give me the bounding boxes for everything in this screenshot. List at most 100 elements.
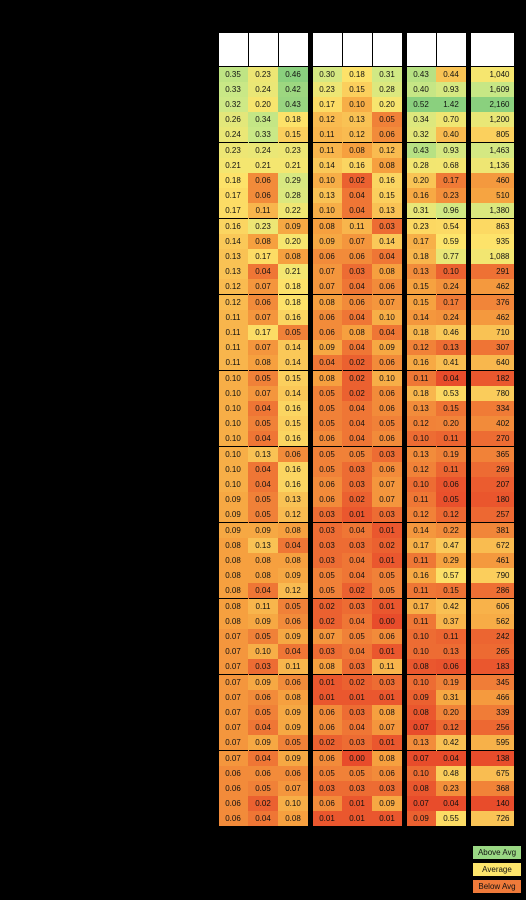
heatmap-row: 0.130.170.080.060.060.040.180.771,088 <box>0 249 514 264</box>
heatmap-cell: 0.03 <box>248 659 278 675</box>
row-label <box>0 158 218 173</box>
heatmap-cell: 0.17 <box>218 203 248 219</box>
heatmap-cell: 0.08 <box>406 781 436 796</box>
heatmap-cell: 0.35 <box>218 67 248 83</box>
heatmap-cell: 0.07 <box>372 492 402 507</box>
row-label <box>0 143 218 159</box>
heatmap-cell: 0.03 <box>342 705 372 720</box>
heatmap-cell: 0.05 <box>278 599 308 615</box>
heatmap-cell: 0.06 <box>312 310 342 325</box>
heatmap-cell: 0.07 <box>312 279 342 295</box>
row-label <box>0 720 218 735</box>
heatmap-cell: 0.05 <box>248 416 278 431</box>
heatmap-cell: 0.04 <box>342 188 372 203</box>
heatmap-cell: 0.11 <box>436 431 466 447</box>
heatmap-row: 0.070.040.090.060.040.070.070.12256 <box>0 720 514 735</box>
heatmap-cell: 0.01 <box>342 796 372 811</box>
heatmap-cell: 0.01 <box>342 507 372 523</box>
heatmap-cell: 0.42 <box>278 82 308 97</box>
heatmap-cell: 0.04 <box>342 568 372 583</box>
count-cell: 182 <box>470 371 514 387</box>
heatmap-cell: 0.18 <box>342 67 372 83</box>
heatmap-cell: 0.08 <box>278 523 308 539</box>
heatmap-cell: 0.33 <box>248 127 278 143</box>
heatmap-cell: 0.15 <box>372 188 402 203</box>
count-cell: 726 <box>470 811 514 827</box>
heatmap-cell: 0.10 <box>218 477 248 492</box>
heatmap-cell: 0.02 <box>248 796 278 811</box>
heatmap-cell: 0.07 <box>312 629 342 644</box>
heatmap-row: 0.110.070.140.090.040.090.120.13307 <box>0 340 514 355</box>
heatmap-cell: 0.08 <box>218 538 248 553</box>
heatmap-cell: 0.06 <box>312 431 342 447</box>
row-label <box>0 67 218 83</box>
heatmap-row: 0.090.050.130.060.020.070.110.05180 <box>0 492 514 507</box>
column-header <box>0 33 218 67</box>
heatmap-cell: 0.06 <box>218 781 248 796</box>
heatmap-cell: 0.03 <box>342 659 372 675</box>
row-label <box>0 127 218 143</box>
heatmap-cell: 0.09 <box>312 234 342 249</box>
heatmap-cell: 0.20 <box>406 173 436 188</box>
row-label <box>0 644 218 659</box>
heatmap-cell: 0.44 <box>436 67 466 83</box>
heatmap-cell: 0.23 <box>406 219 436 235</box>
heatmap-cell: 0.03 <box>312 553 342 568</box>
heatmap-cell: 0.10 <box>278 796 308 811</box>
heatmap-cell: 0.08 <box>342 143 372 159</box>
count-cell: 460 <box>470 173 514 188</box>
heatmap-cell: 0.08 <box>218 568 248 583</box>
heatmap-cell: 0.54 <box>436 219 466 235</box>
heatmap-cell: 0.06 <box>278 675 308 691</box>
heatmap-cell: 0.06 <box>248 766 278 781</box>
heatmap-cell: 0.11 <box>436 462 466 477</box>
heatmap-cell: 0.19 <box>436 675 466 691</box>
heatmap-row: 0.090.050.120.030.010.030.120.12257 <box>0 507 514 523</box>
heatmap-cell: 0.47 <box>436 538 466 553</box>
heatmap-cell: 0.08 <box>278 553 308 568</box>
count-cell: 307 <box>470 340 514 355</box>
heatmap-cell: 0.11 <box>218 325 248 340</box>
heatmap-cell: 0.07 <box>406 796 436 811</box>
heatmap-row: 0.100.040.160.060.030.070.100.06207 <box>0 477 514 492</box>
count-cell: 462 <box>470 279 514 295</box>
heatmap-cell: 0.04 <box>342 431 372 447</box>
heatmap-cell: 0.03 <box>312 644 342 659</box>
heatmap-cell: 0.10 <box>218 386 248 401</box>
heatmap-cell: 0.04 <box>248 583 278 599</box>
count-cell: 286 <box>470 583 514 599</box>
heatmap-cell: 0.22 <box>278 203 308 219</box>
heatmap-cell: 0.03 <box>342 264 372 279</box>
heatmap-cell: 0.16 <box>372 173 402 188</box>
heatmap-row: 0.070.060.080.010.010.010.090.31466 <box>0 690 514 705</box>
heatmap-row: 0.080.130.040.030.030.020.170.47672 <box>0 538 514 553</box>
heatmap-cell: 0.13 <box>248 538 278 553</box>
heatmap-row: 0.110.080.140.040.020.060.160.41640 <box>0 355 514 371</box>
heatmap-cell: 0.32 <box>406 127 436 143</box>
heatmap-cell: 0.15 <box>406 279 436 295</box>
heatmap-cell: 0.08 <box>218 583 248 599</box>
heatmap-cell: 0.04 <box>248 811 278 827</box>
heatmap-cell: 0.20 <box>248 97 278 112</box>
heatmap-cell: 0.08 <box>218 614 248 629</box>
heatmap-cell: 0.21 <box>218 158 248 173</box>
heatmap-cell: 0.03 <box>372 219 402 235</box>
heatmap-cell: 0.42 <box>436 599 466 615</box>
count-cell: 606 <box>470 599 514 615</box>
heatmap-cell: 0.06 <box>278 766 308 781</box>
heatmap-cell: 0.06 <box>372 629 402 644</box>
heatmap-cell: 0.05 <box>312 386 342 401</box>
heatmap-cell: 0.23 <box>312 82 342 97</box>
count-cell: 780 <box>470 386 514 401</box>
heatmap-cell: 0.53 <box>436 386 466 401</box>
heatmap-cell: 0.22 <box>436 523 466 539</box>
heatmap-cell: 0.18 <box>406 325 436 340</box>
count-cell: 242 <box>470 629 514 644</box>
heatmap-row: 0.230.240.230.110.080.120.430.931,463 <box>0 143 514 159</box>
heatmap-cell: 0.08 <box>372 751 402 767</box>
heatmap-row: 0.160.230.090.080.110.030.230.54863 <box>0 219 514 235</box>
count-cell: 1,088 <box>470 249 514 264</box>
heatmap-cell: 0.09 <box>372 340 402 355</box>
heatmap-cell: 0.18 <box>406 386 436 401</box>
heatmap-cell: 0.04 <box>248 264 278 279</box>
